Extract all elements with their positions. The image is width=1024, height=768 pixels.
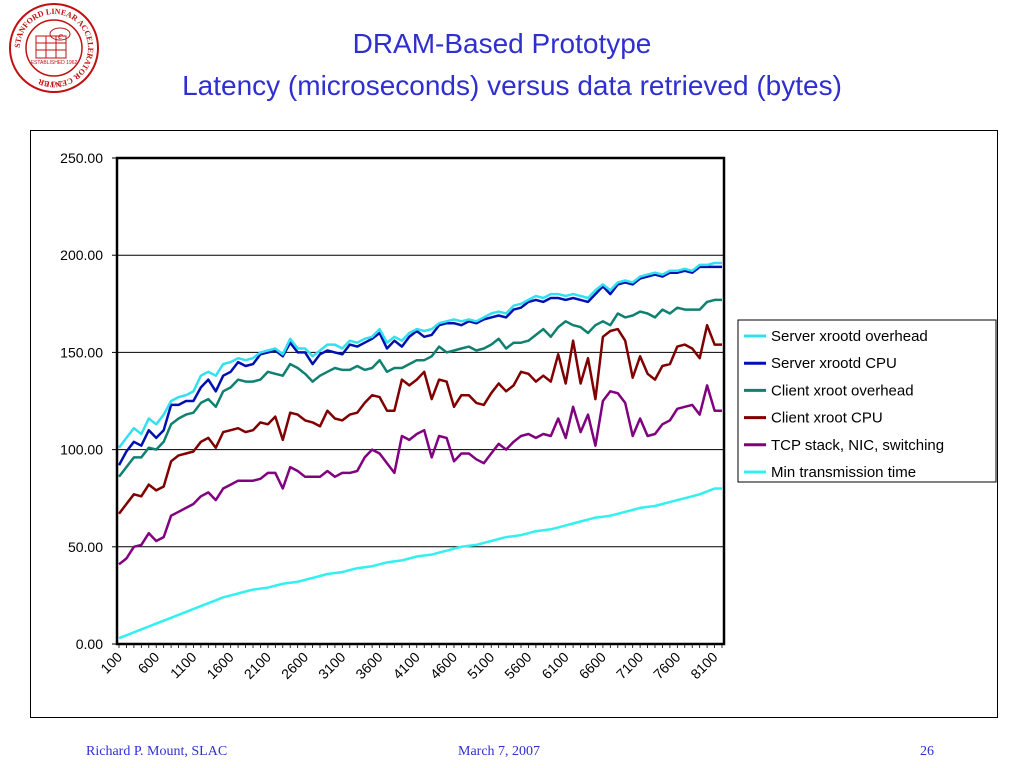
x-tick-label: 2100: [241, 649, 274, 682]
plot-border: [115, 156, 726, 646]
slide-title-line2: Latency (microseconds) versus data retri…: [182, 70, 842, 101]
y-tick-label: 150.00: [60, 344, 103, 360]
y-tick-label: 0.00: [76, 636, 103, 652]
legend: [737, 319, 997, 483]
slac-logo: STANFORD LINEAR ACCELERATOR CENTER e EST…: [9, 3, 99, 93]
series-line: [118, 298, 722, 478]
x-tick-label: 6100: [538, 649, 571, 682]
x-tick-label: 4100: [390, 649, 423, 682]
x-tick-label: 7600: [650, 649, 683, 682]
x-tick-label: 4600: [427, 649, 460, 682]
x-tick-label: 1600: [203, 649, 236, 682]
series-line: [118, 384, 722, 566]
legend-label: Client xroot CPU: [771, 410, 883, 427]
svg-text:e: e: [58, 30, 63, 42]
x-tick-label: 5600: [501, 649, 534, 682]
logo-established: ESTABLISHED 1962: [31, 60, 78, 66]
x-tick-label: 5100: [464, 649, 497, 682]
legend-label: TCP stack, NIC, switching: [771, 437, 944, 454]
x-tick-label: 1100: [167, 649, 200, 682]
legend-label: Client xroot overhead: [771, 382, 914, 399]
slide-title-line1: DRAM-Based Prototype: [352, 28, 652, 59]
legend-label: Server xrootd overhead: [771, 328, 928, 345]
series-line: [118, 487, 722, 640]
y-tick-label: 250.00: [60, 150, 103, 166]
y-tick-label: 100.00: [60, 442, 103, 458]
footer-page-number: 26: [920, 744, 934, 759]
series-line: [117, 265, 722, 466]
x-tick-label: 2600: [278, 649, 311, 682]
plot-area: [117, 158, 724, 644]
logo-doe: D.O.E.: [44, 80, 64, 88]
chart-frame: [30, 130, 998, 718]
legend-label: Min transmission time: [771, 464, 916, 481]
x-tick-label: 3100: [315, 649, 348, 682]
series-line: [118, 261, 722, 449]
y-tick-label: 50.00: [68, 539, 103, 555]
x-tick-label: 6600: [576, 649, 609, 682]
x-tick-label: 600: [135, 649, 163, 677]
x-tick-label: 3600: [352, 649, 385, 682]
x-tick-label: 8100: [687, 649, 720, 682]
x-tick-label: 100: [97, 649, 125, 677]
footer-date: March 7, 2007: [458, 744, 541, 759]
legend-label: Server xrootd CPU: [771, 355, 897, 372]
y-tick-label: 200.00: [60, 247, 103, 263]
footer-author: Richard P. Mount, SLAC: [86, 744, 228, 759]
series-line: [118, 323, 722, 515]
x-tick-label: 7100: [613, 649, 646, 682]
